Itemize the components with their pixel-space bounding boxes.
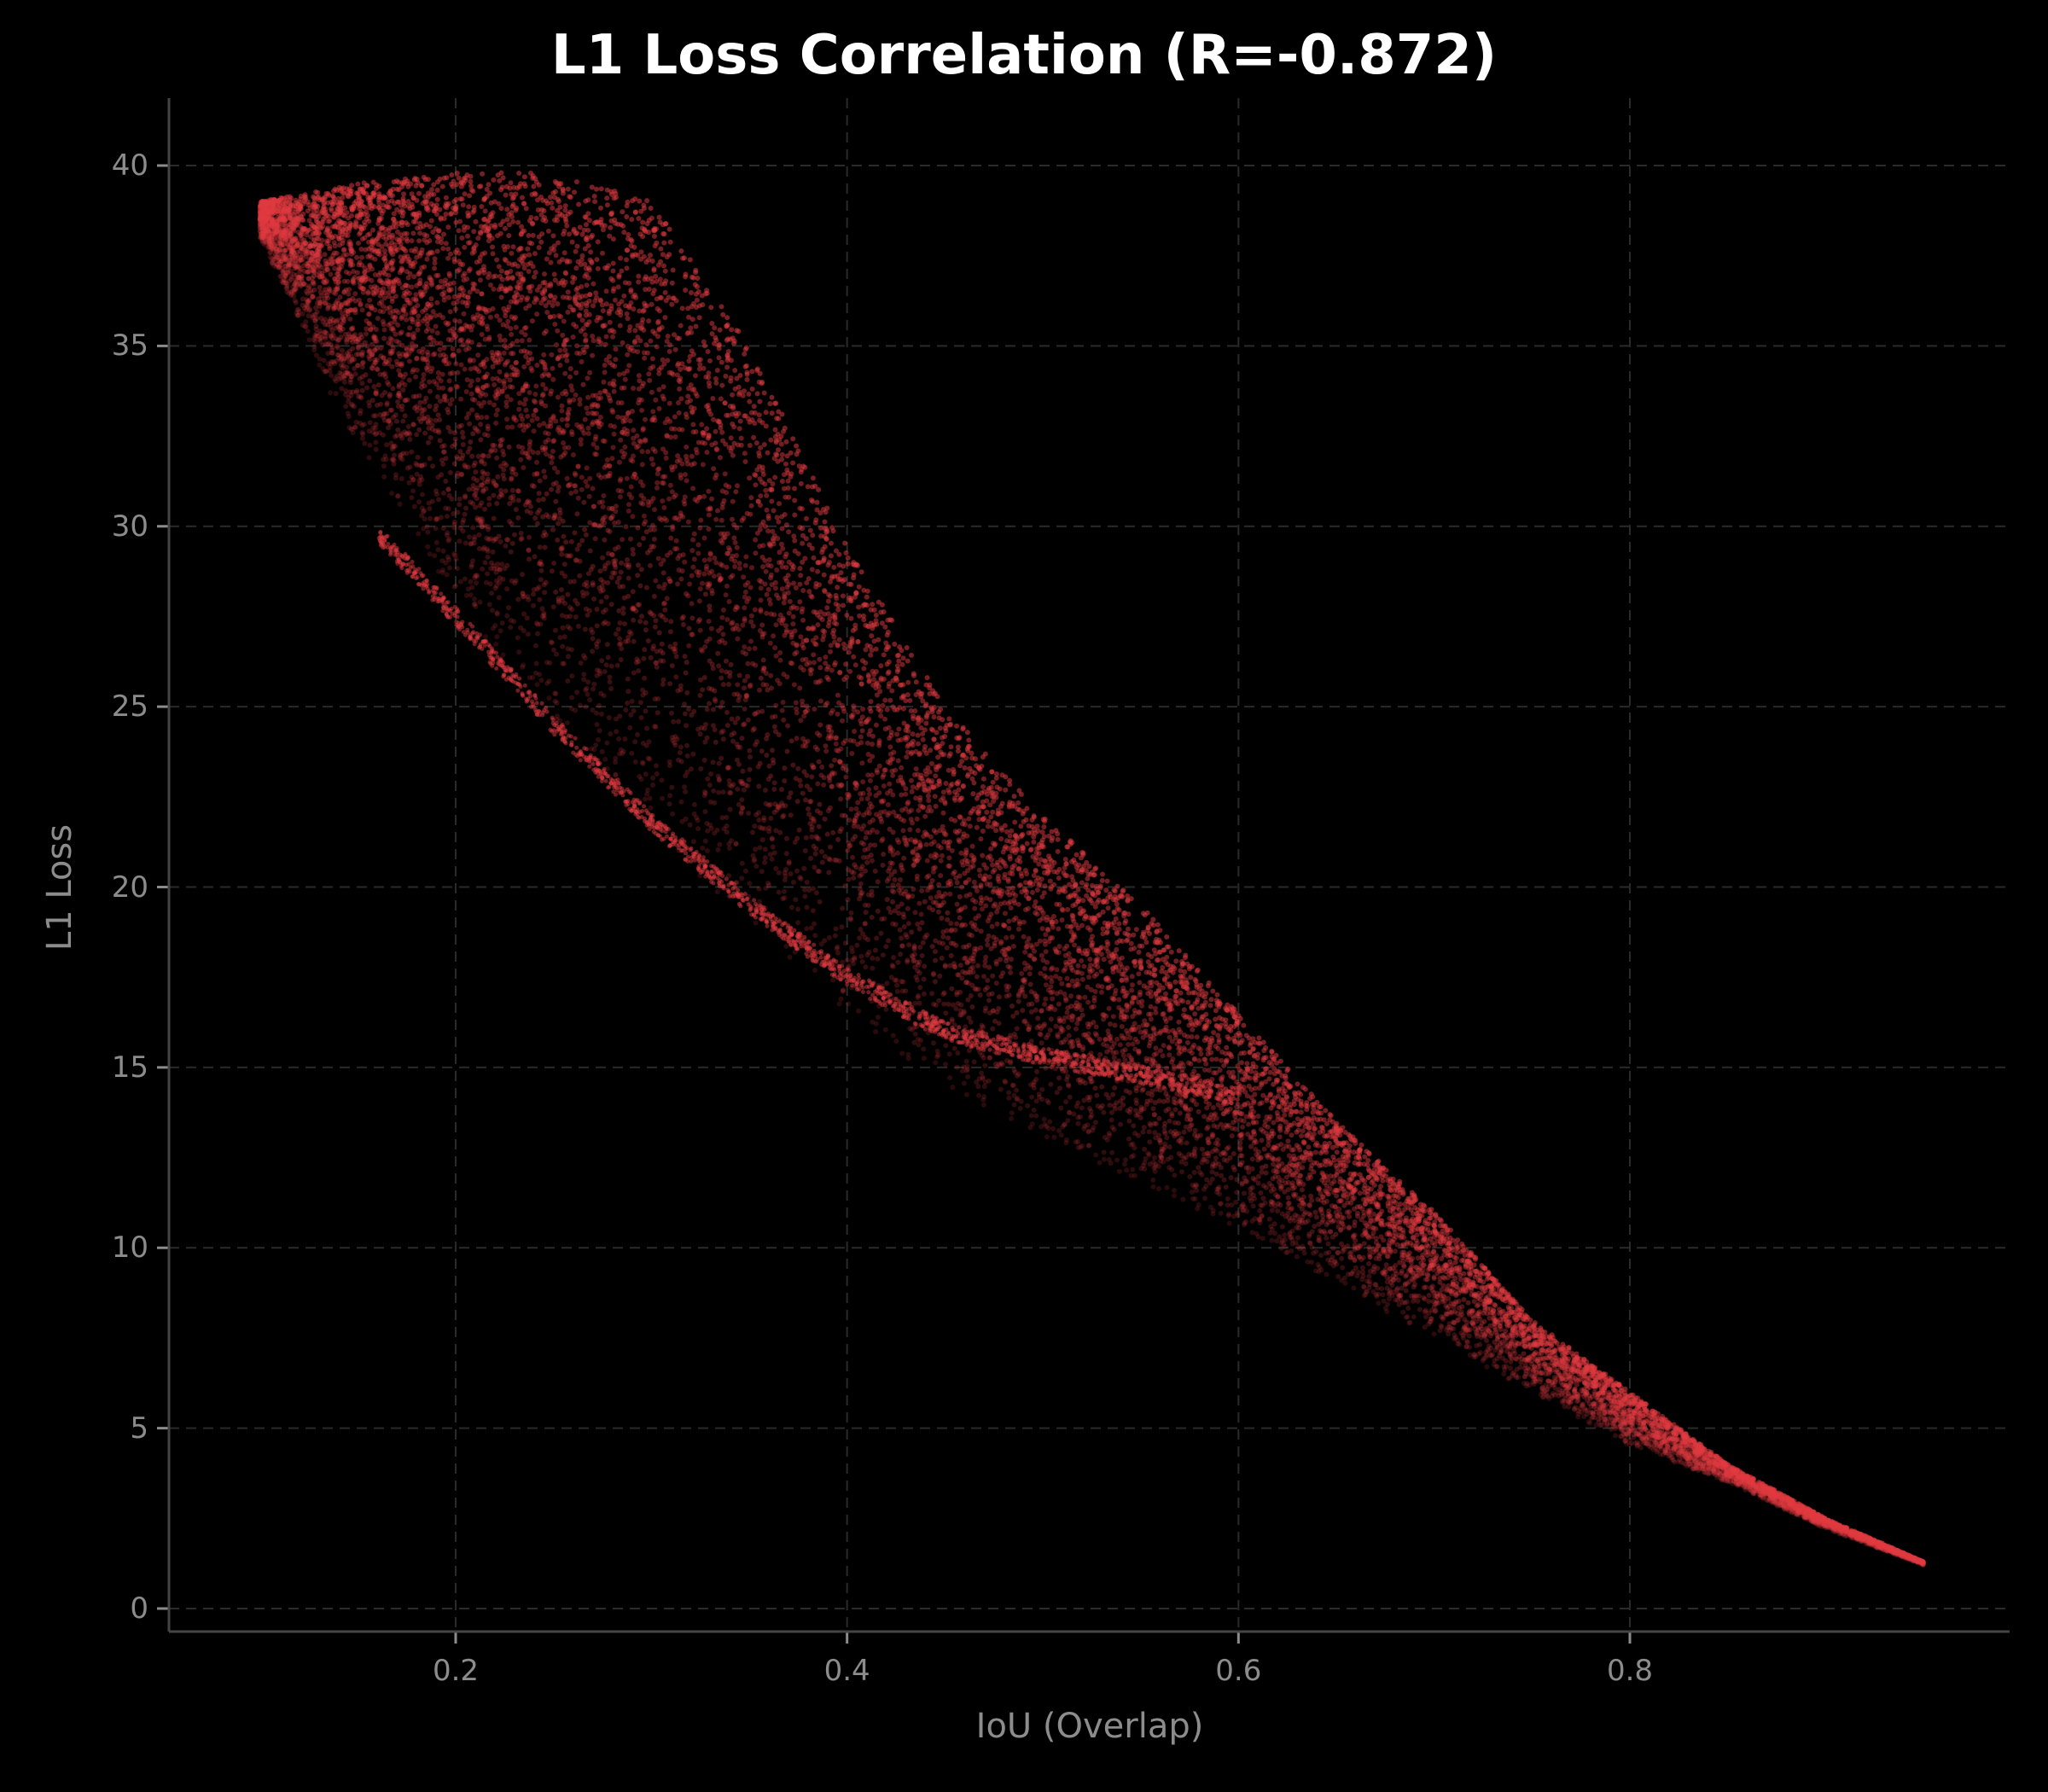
axes	[157, 98, 2010, 1644]
scatter-points	[257, 170, 1926, 1568]
x-tick-label: 0.4	[823, 1654, 870, 1688]
x-tick-label: 0.2	[432, 1654, 480, 1688]
y-tick-label: 0	[130, 1591, 148, 1626]
y-tick-label: 35	[111, 329, 148, 364]
x-axis-label: IoU (Overlap)	[975, 1707, 1204, 1746]
y-tick-label: 20	[111, 870, 148, 905]
y-tick-label: 15	[111, 1050, 148, 1085]
chart-title: L1 Loss Correlation (R=-0.872)	[550, 24, 1498, 87]
y-tick-label: 5	[130, 1411, 148, 1446]
x-tick-label: 0.6	[1215, 1654, 1262, 1688]
y-tick-label: 10	[111, 1231, 148, 1265]
y-axis-label: L1 Loss	[40, 823, 79, 951]
y-tick-label: 25	[111, 689, 148, 724]
y-tick-label: 40	[111, 148, 148, 183]
x-tick-label: 0.8	[1606, 1654, 1654, 1688]
y-tick-label: 30	[111, 509, 148, 544]
